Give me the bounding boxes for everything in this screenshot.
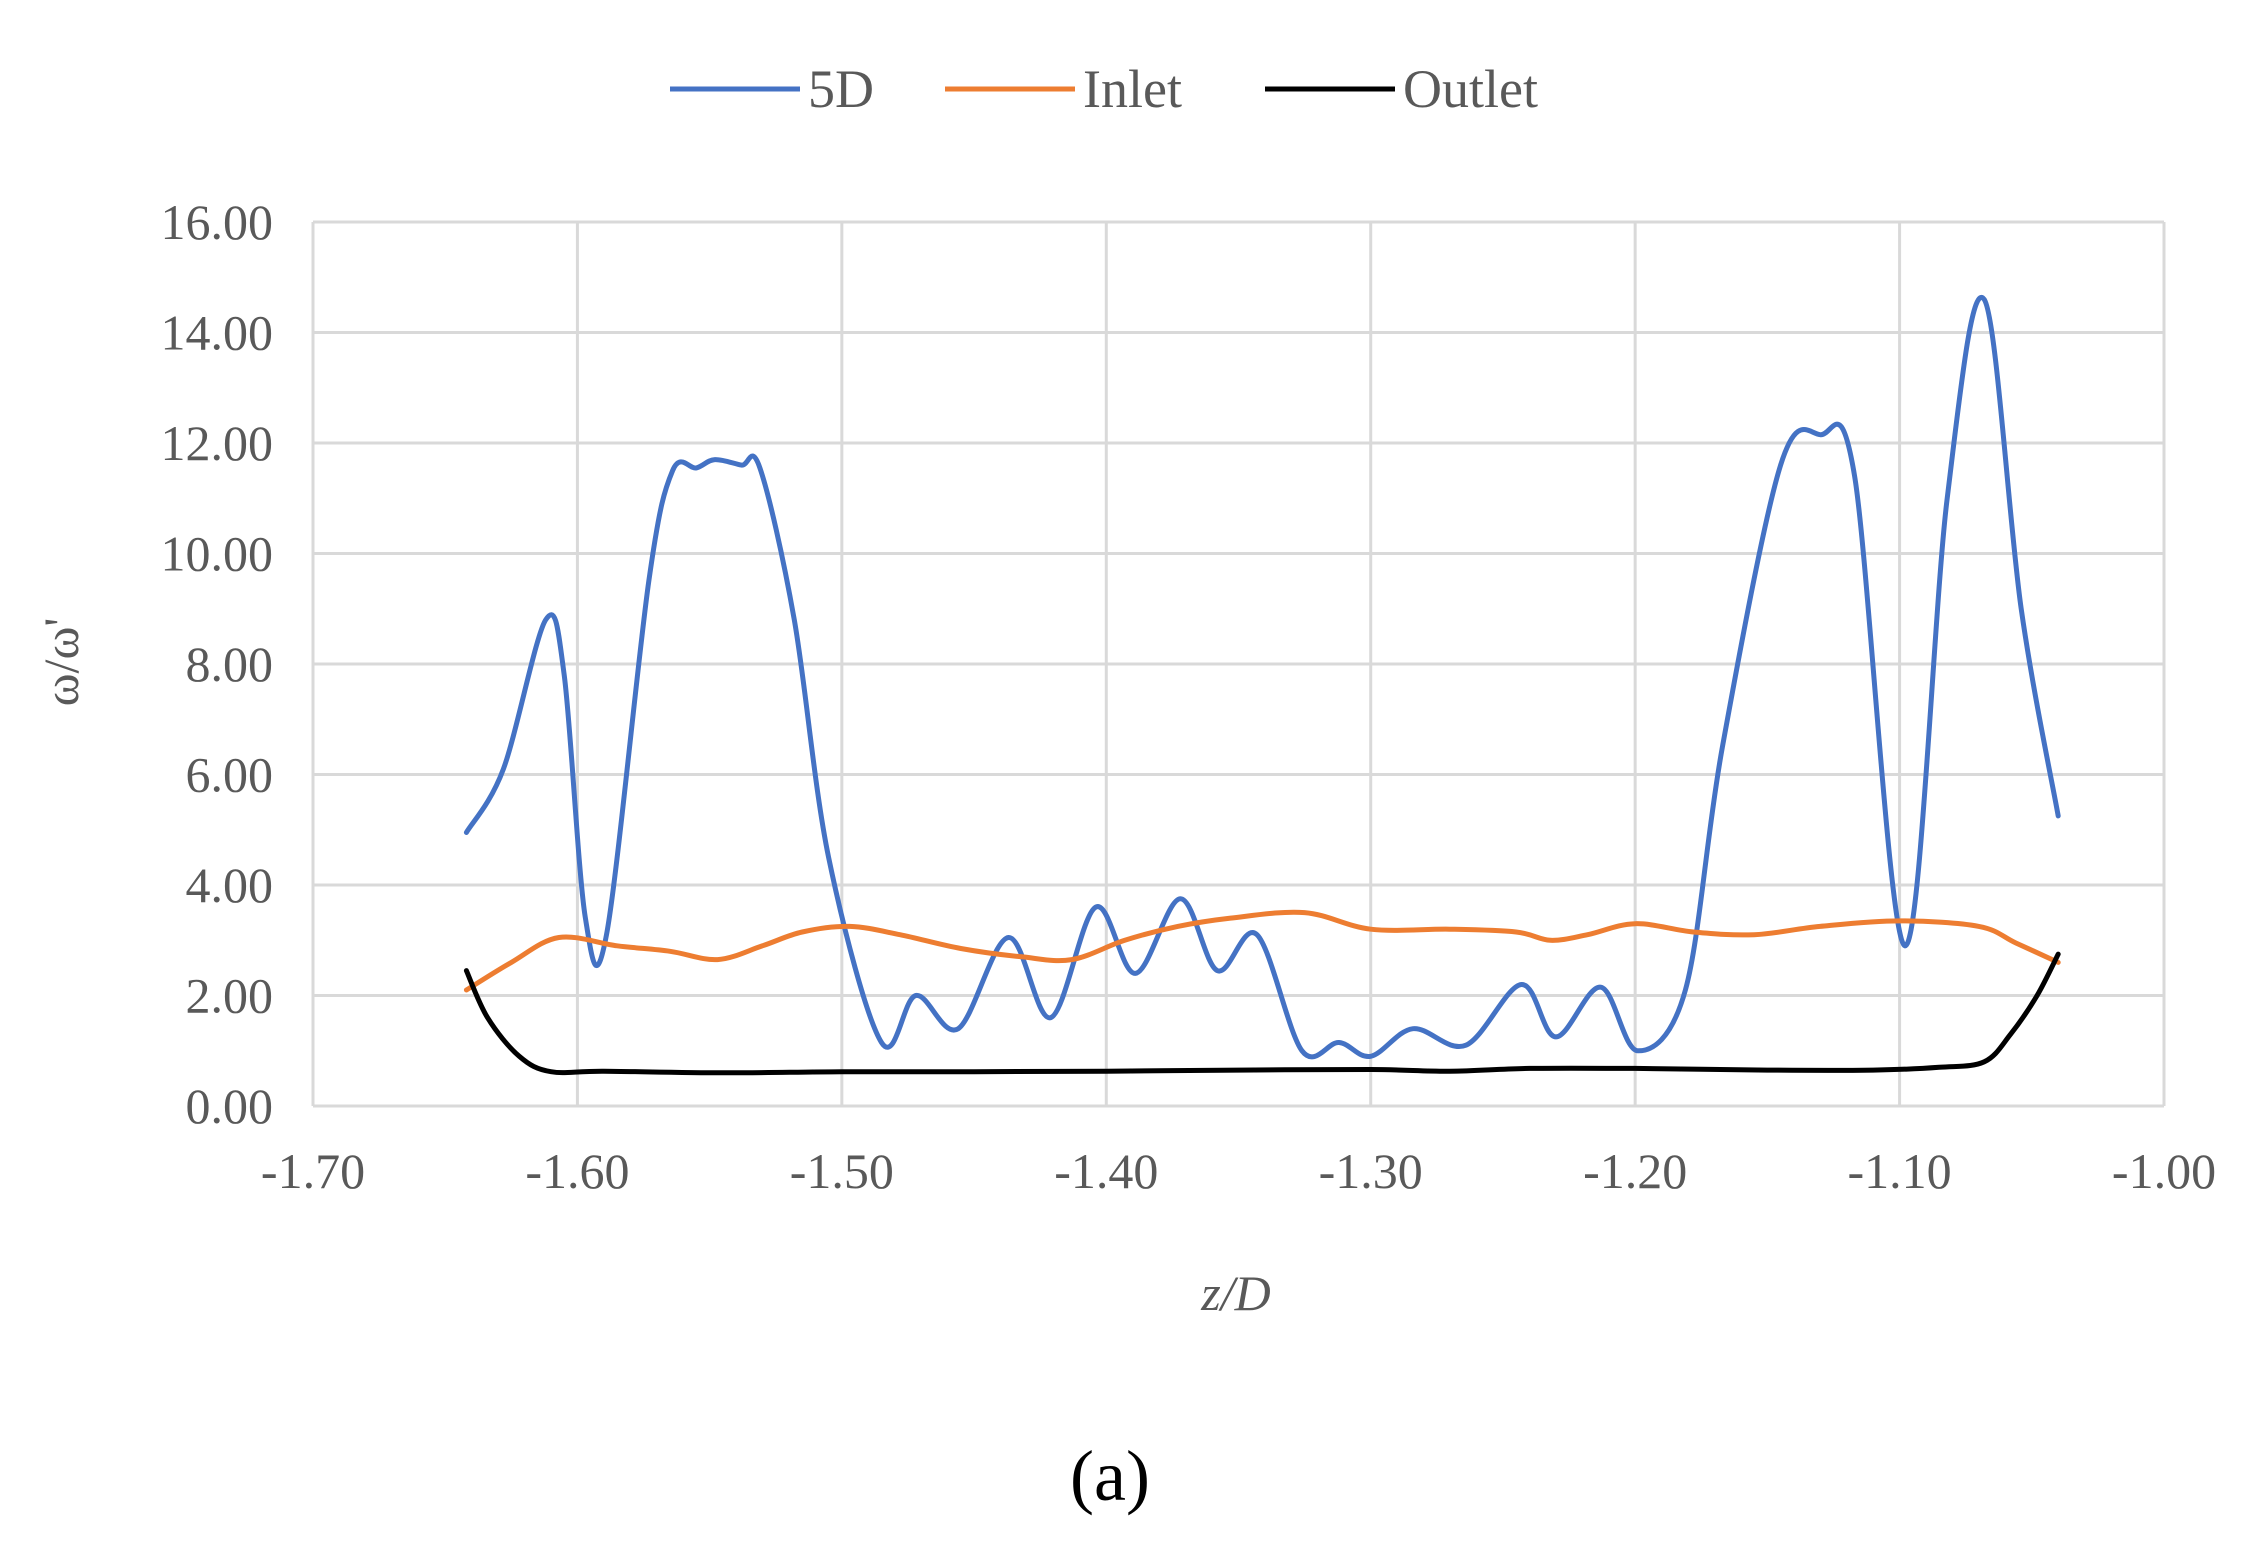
x-axis-tick-labels: -1.70 -1.60 -1.50 -1.40 -1.30 -1.20 -1.10 -1.00 <box>261 1143 2216 1199</box>
x-tick-label: -1.60 <box>525 1143 629 1199</box>
x-axis-title: z/D <box>1200 1265 1270 1321</box>
legend-label-5d: 5D <box>808 59 874 119</box>
y-tick-label: 12.00 <box>161 415 274 471</box>
series-lines <box>463 294 2061 1076</box>
legend-label-outlet: Outlet <box>1403 59 1538 119</box>
x-tick-label: -1.30 <box>1319 1143 1423 1199</box>
y-tick-label: 14.00 <box>161 305 274 361</box>
legend-label-inlet: Inlet <box>1083 59 1182 119</box>
series-line-inlet <box>463 909 2061 993</box>
y-tick-label: 16.00 <box>161 194 274 250</box>
series-line-outlet <box>463 951 2061 1076</box>
x-tick-label: -1.70 <box>261 1143 365 1199</box>
y-tick-label: 10.00 <box>161 526 274 582</box>
x-tick-label: -1.20 <box>1583 1143 1687 1199</box>
gridlines <box>311 220 2166 1108</box>
y-tick-label: 4.00 <box>186 857 274 913</box>
panel-label: (a) <box>1070 1436 1150 1516</box>
legend-entry-inlet: Inlet <box>945 59 1182 119</box>
y-tick-label: 0.00 <box>186 1078 274 1134</box>
x-tick-label: -1.00 <box>2112 1143 2216 1199</box>
x-tick-label: -1.50 <box>790 1143 894 1199</box>
y-axis-title: ω/ω' <box>33 618 89 707</box>
x-tick-label: -1.40 <box>1054 1143 1158 1199</box>
legend-entry-5d: 5D <box>670 59 874 119</box>
series-line-5d <box>463 294 2061 1060</box>
y-axis-tick-labels: 0.00 2.00 4.00 6.00 8.00 10.00 12.00 14.00 16.00 <box>161 194 274 1134</box>
y-tick-label: 8.00 <box>186 636 274 692</box>
y-tick-label: 2.00 <box>186 968 274 1024</box>
x-tick-label: -1.10 <box>1847 1143 1951 1199</box>
legend: 5D Inlet Outlet <box>670 59 1538 119</box>
y-tick-label: 6.00 <box>186 747 274 803</box>
legend-entry-outlet: Outlet <box>1265 59 1538 119</box>
